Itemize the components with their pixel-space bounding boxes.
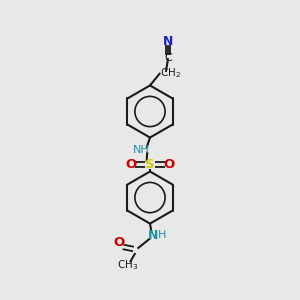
Text: N: N <box>163 35 173 49</box>
Text: CH$_2$: CH$_2$ <box>160 66 181 80</box>
Text: O: O <box>113 236 124 249</box>
Text: H: H <box>158 230 166 240</box>
Text: N: N <box>148 229 159 242</box>
Text: O: O <box>125 158 136 171</box>
Text: O: O <box>164 158 175 171</box>
Text: CH$_3$: CH$_3$ <box>117 258 138 272</box>
Text: NH: NH <box>133 145 149 155</box>
Text: S: S <box>145 158 155 171</box>
Text: C: C <box>164 53 172 63</box>
